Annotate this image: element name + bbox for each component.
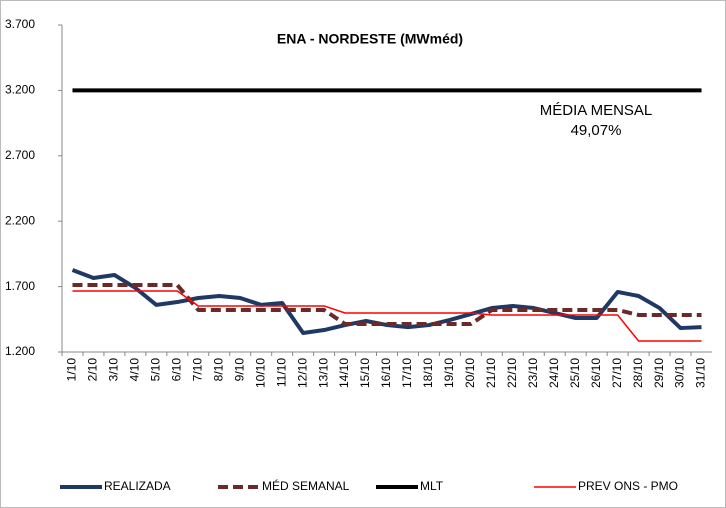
x-tick-label: 25/10 [568,358,582,388]
chart-title: ENA - NORDESTE (MWméd) [277,31,463,47]
x-tick-label: 26/10 [589,358,603,388]
x-tick-label: 18/10 [421,358,435,388]
x-tick-label: 23/10 [526,358,540,388]
legend-label: MÉD SEMANAL [262,478,350,493]
x-tick-label: 10/10 [253,358,267,388]
x-tick-label: 6/10 [169,358,183,382]
annotation: 49,07% [571,122,622,139]
x-tick-label: 20/10 [463,358,477,388]
x-tick-label: 16/10 [379,358,393,388]
x-tick-label: 15/10 [358,358,372,388]
y-tick-label: 1.700 [5,279,35,293]
y-tick-label: 1.200 [5,344,35,358]
x-tick-label: 22/10 [505,358,519,388]
x-tick-label: 13/10 [316,358,330,388]
x-tick-label: 21/10 [484,358,498,388]
legend-label: MLT [420,479,444,493]
x-tick-label: 27/10 [610,358,624,388]
x-tick-label: 28/10 [631,358,645,388]
x-tick-label: 9/10 [232,358,246,382]
series-line [72,283,702,327]
y-tick-label: 2.200 [5,213,35,227]
x-tick-label: 19/10 [442,358,456,388]
x-tick-label: 2/10 [86,358,100,382]
x-tick-label: 30/10 [673,358,687,388]
x-tick-label: 29/10 [652,358,666,388]
x-tick-label: 12/10 [295,358,309,388]
y-tick-label: 3.700 [5,17,35,31]
x-tick-label: 1/10 [65,358,79,382]
x-tick-label: 11/10 [274,358,288,387]
x-tick-label: 8/10 [211,358,225,382]
x-tick-label: 31/10 [694,358,708,388]
annotation: MÉDIA MENSAL [540,102,653,119]
legend-label: PREV ONS - PMO [578,479,678,493]
legend-label: REALIZADA [104,479,171,493]
x-tick-label: 7/10 [190,358,204,382]
x-tick-label: 5/10 [149,358,163,382]
y-tick-label: 2.700 [5,148,35,162]
x-tick-label: 14/10 [337,358,351,388]
x-tick-label: 3/10 [107,358,121,382]
y-tick-label: 3.200 [5,83,35,97]
x-tick-label: 24/10 [547,358,561,388]
series-line [72,290,702,342]
x-tick-label: 4/10 [128,358,142,382]
x-tick-label: 17/10 [400,358,414,388]
